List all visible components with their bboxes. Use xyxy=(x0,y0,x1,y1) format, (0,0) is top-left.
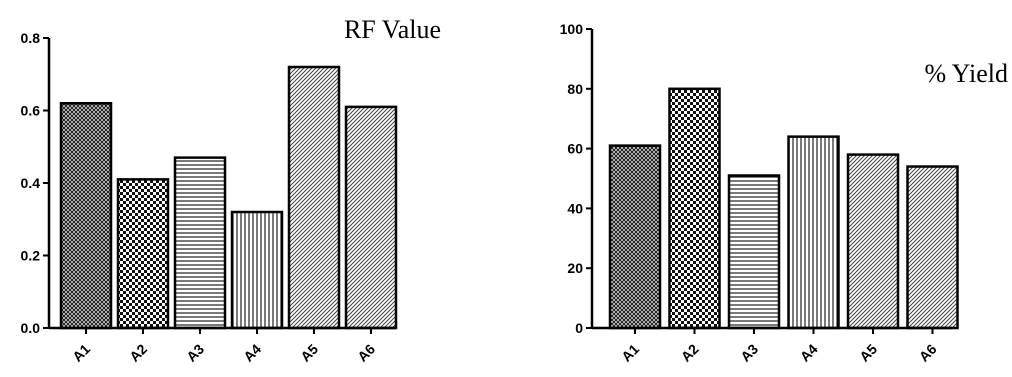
bar-a1 xyxy=(608,144,662,330)
x-tick-label: A4 xyxy=(797,341,821,365)
bar-a5 xyxy=(287,65,341,330)
x-tick-label: A1 xyxy=(69,341,93,365)
chart-title: % Yield xyxy=(924,59,1008,88)
y-tick-label: 0.4 xyxy=(21,175,41,191)
bar-a3 xyxy=(173,156,227,330)
y-tick-label: 80 xyxy=(567,81,583,97)
x-tick-label: A6 xyxy=(916,341,940,365)
y-tick-label: 0 xyxy=(575,320,583,336)
x-tick-label: A3 xyxy=(183,341,207,365)
x-tick-label: A5 xyxy=(856,341,880,365)
y-tick-label: 60 xyxy=(567,141,583,157)
y-tick-label: 0.6 xyxy=(21,103,41,119)
x-tick-label: A6 xyxy=(354,341,378,365)
bar-a6 xyxy=(906,165,959,330)
y-tick-label: 20 xyxy=(567,260,583,276)
y-tick-label: 100 xyxy=(560,21,584,37)
bar-a3 xyxy=(727,174,781,330)
x-tick-label: A5 xyxy=(297,341,321,365)
x-tick-label: A1 xyxy=(618,341,642,365)
bar-a6 xyxy=(344,105,398,330)
bar-a4 xyxy=(787,135,840,330)
bar-a2 xyxy=(116,178,170,330)
x-tick-label: A3 xyxy=(737,341,761,365)
y-tick-label: 0.0 xyxy=(21,320,41,336)
x-tick-label: A2 xyxy=(678,341,702,365)
bar-a2 xyxy=(668,87,721,330)
bar-a4 xyxy=(230,210,284,330)
y-tick-label: 0.2 xyxy=(21,248,41,264)
bar-a5 xyxy=(846,153,900,330)
y-tick-label: 0.8 xyxy=(21,30,41,46)
x-tick-label: A4 xyxy=(240,341,264,365)
rf-value-chart: RF Value 0.0 0.2 0.4 0.6 0.8 A1 A2 A3 A4 A5 A6 xyxy=(21,15,441,365)
chart-title: RF Value xyxy=(344,15,441,44)
y-tick-label: 40 xyxy=(567,200,583,216)
x-tick-label: A2 xyxy=(126,341,150,365)
yield-chart: % Yield 0 20 40 60 80 100 A1 A2 A3 A4 A5 A6 xyxy=(560,21,1008,365)
bar-a1 xyxy=(59,102,113,330)
